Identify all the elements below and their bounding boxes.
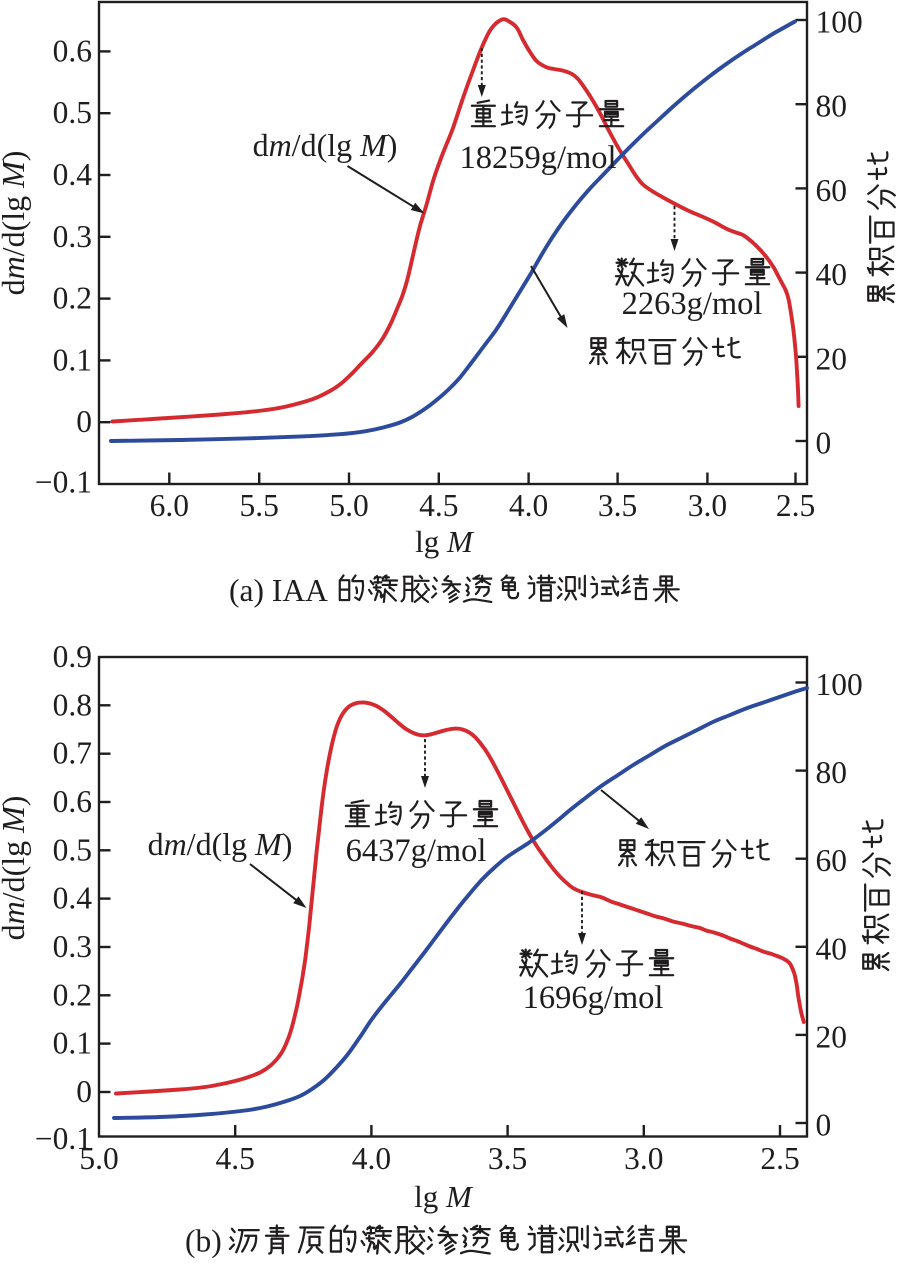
svg-text:5.0: 5.0 — [79, 1141, 118, 1176]
svg-text:3.5: 3.5 — [488, 1141, 527, 1176]
svg-text:0.2: 0.2 — [53, 977, 92, 1012]
svg-text:−0.1: −0.1 — [35, 1121, 92, 1156]
svg-text:0: 0 — [816, 1108, 832, 1143]
svg-text:60: 60 — [816, 843, 848, 878]
svg-text:(a) IAA: (a) IAA — [229, 573, 328, 608]
svg-text:dm/d(lg M): dm/d(lg M) — [148, 826, 293, 862]
svg-text:60: 60 — [816, 173, 848, 208]
svg-text:0.6: 0.6 — [53, 33, 92, 68]
svg-text:80: 80 — [816, 755, 848, 790]
svg-text:lg M: lg M — [415, 524, 475, 559]
svg-text:3.0: 3.0 — [688, 488, 727, 523]
svg-text:3.5: 3.5 — [598, 488, 637, 523]
svg-text:2263g/mol: 2263g/mol — [622, 286, 763, 322]
svg-text:4.0: 4.0 — [509, 488, 548, 523]
svg-text:18259g/mol: 18259g/mol — [459, 140, 616, 176]
svg-text:4.5: 4.5 — [419, 488, 458, 523]
svg-text:4.5: 4.5 — [216, 1141, 255, 1176]
svg-text:(b): (b) — [185, 1224, 222, 1259]
svg-text:0.9: 0.9 — [53, 639, 92, 674]
svg-text:0: 0 — [816, 426, 832, 461]
svg-text:0.3: 0.3 — [53, 929, 92, 964]
svg-text:100: 100 — [816, 667, 863, 702]
svg-text:3.0: 3.0 — [624, 1141, 663, 1176]
svg-text:0.1: 0.1 — [53, 1026, 92, 1061]
svg-text:0.6: 0.6 — [53, 784, 92, 819]
svg-text:4.0: 4.0 — [352, 1141, 391, 1176]
svg-text:0.2: 0.2 — [53, 281, 92, 316]
svg-text:0.3: 0.3 — [53, 219, 92, 254]
svg-text:5.0: 5.0 — [329, 488, 368, 523]
svg-text:40: 40 — [816, 931, 848, 966]
svg-text:40: 40 — [816, 257, 848, 292]
svg-text:0.5: 0.5 — [53, 95, 92, 130]
svg-text:5.5: 5.5 — [240, 488, 279, 523]
svg-text:lg M: lg M — [414, 1179, 474, 1214]
svg-text:0.1: 0.1 — [53, 342, 92, 377]
svg-text:100: 100 — [816, 5, 863, 40]
svg-text:0: 0 — [76, 404, 92, 439]
svg-text:1696g/mol: 1696g/mol — [523, 980, 664, 1016]
svg-text:0.4: 0.4 — [53, 157, 93, 192]
svg-text:dm/d(lg M): dm/d(lg M) — [0, 796, 31, 941]
svg-text:2.5: 2.5 — [776, 488, 815, 523]
svg-text:−0.1: −0.1 — [35, 465, 92, 500]
svg-text:20: 20 — [816, 341, 848, 376]
svg-text:0.8: 0.8 — [53, 687, 92, 722]
svg-text:dm/d(lg M): dm/d(lg M) — [253, 127, 398, 163]
svg-text:0.7: 0.7 — [53, 736, 92, 771]
svg-text:dm/d(lg M): dm/d(lg M) — [0, 151, 31, 296]
svg-text:0.4: 0.4 — [53, 881, 93, 916]
svg-text:6437g/mol: 6437g/mol — [346, 833, 487, 869]
svg-text:20: 20 — [816, 1019, 848, 1054]
svg-text:2.5: 2.5 — [760, 1141, 799, 1176]
svg-text:6.0: 6.0 — [150, 488, 189, 523]
svg-text:80: 80 — [816, 89, 848, 124]
svg-text:0: 0 — [76, 1074, 92, 1109]
svg-text:0.5: 0.5 — [53, 832, 92, 867]
